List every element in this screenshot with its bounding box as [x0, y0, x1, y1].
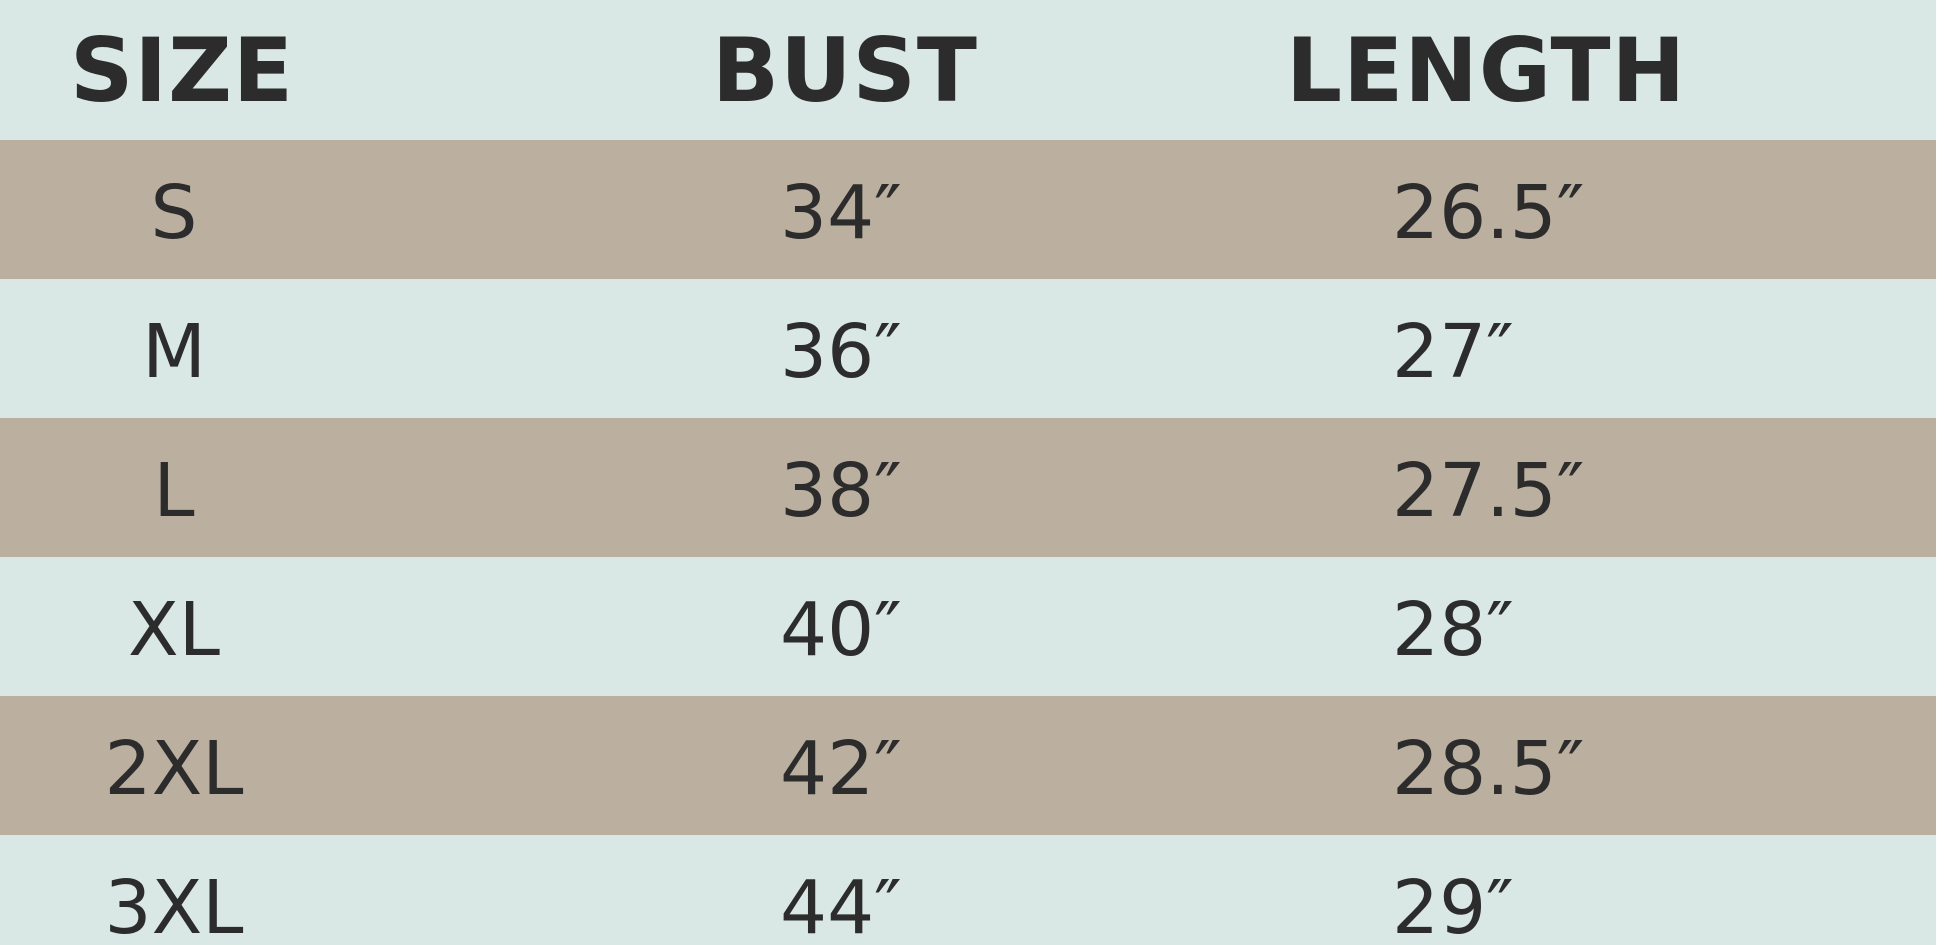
table-row: 2XL 42″ 28.5″ — [0, 696, 1936, 835]
table-row: M 36″ 27″ — [0, 279, 1936, 418]
table-cell: 42″ — [780, 725, 902, 812]
table-row: XL 40″ 28″ — [0, 557, 1936, 696]
table-cell: 28.5″ — [1392, 725, 1585, 812]
table-cell: 34″ — [780, 169, 902, 256]
header-cell: SIZE — [70, 18, 295, 122]
table-cell: 28″ — [1392, 586, 1514, 673]
table-cell: 2XL — [104, 725, 244, 812]
table-cell: 38″ — [780, 447, 902, 534]
table-cell: 29″ — [1392, 864, 1514, 945]
table-cell: XL — [128, 586, 220, 673]
header-cell: BUST — [712, 18, 978, 122]
table-cell: 44″ — [780, 864, 902, 945]
table-cell: L — [153, 447, 195, 534]
table-cell: M — [142, 308, 206, 395]
table-cell: 3XL — [104, 864, 244, 945]
table-cell: 27″ — [1392, 308, 1514, 395]
table-cell: 36″ — [780, 308, 902, 395]
table-row: L 38″ 27.5″ — [0, 418, 1936, 557]
table-cell: 40″ — [780, 586, 902, 673]
table-cell: S — [150, 169, 198, 256]
table-row: 3XL 44″ 29″ — [0, 835, 1936, 945]
header-cell: LENGTH — [1286, 18, 1687, 122]
table-cell: 26.5″ — [1392, 169, 1585, 256]
table-row: S 34″ 26.5″ — [0, 140, 1936, 279]
table-cell: 27.5″ — [1392, 447, 1585, 534]
header-row: SIZE BUST LENGTH — [0, 0, 1936, 140]
